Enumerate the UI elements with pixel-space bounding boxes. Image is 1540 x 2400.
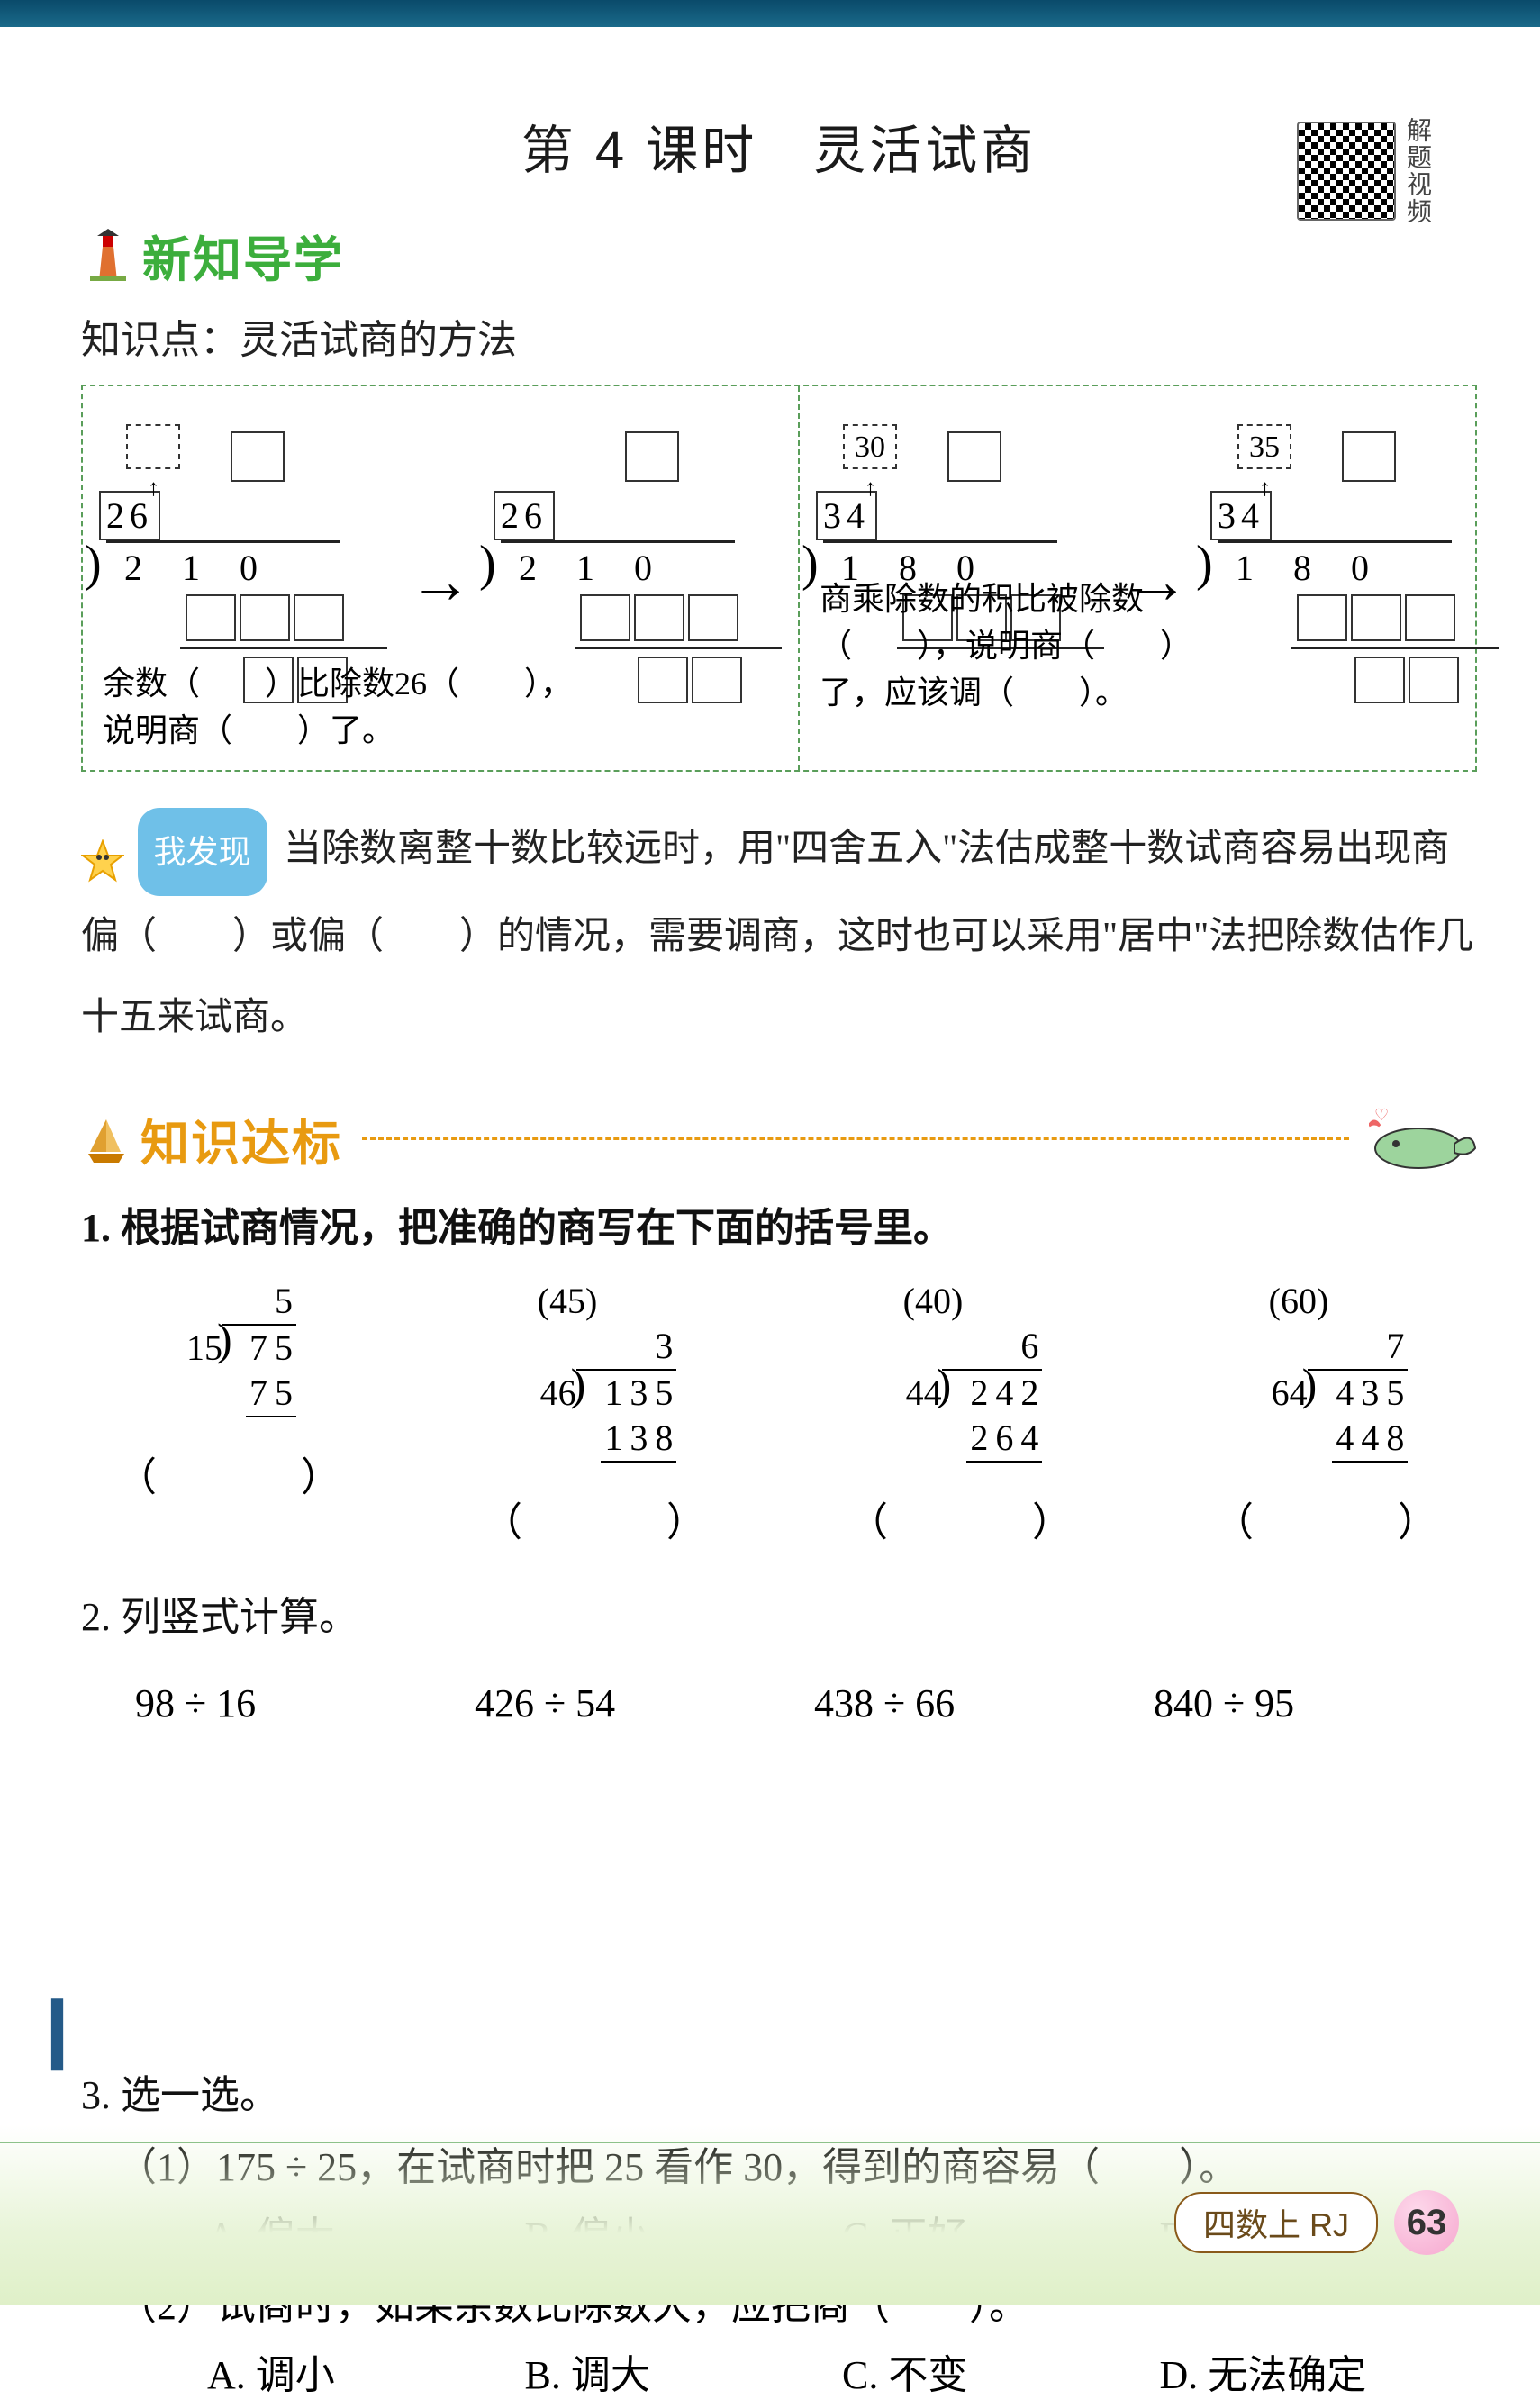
page-content: 第 4 课时 灵活试商 解题视频 新知导学 知识点：灵活试商的方法 ↑ 26 (0, 27, 1540, 2400)
question-3-stem: 3. 选一选。 (81, 2069, 1477, 2123)
arrow-right-icon: → (409, 545, 472, 617)
dividend: 210 (106, 540, 340, 589)
q3-opt: D. 无法确定 (1160, 2342, 1478, 2400)
question-1-stem: 1. 根据试商情况，把准确的商写在下面的括号里。 (81, 1201, 1477, 1255)
page-footer: 四数上 RJ 63 (1174, 2190, 1459, 2255)
example-left: ↑ 26 ) 210 → (83, 386, 798, 770)
left-margin-deco: ❙ (27, 1987, 87, 2071)
discover-badge: 我发现 (138, 808, 267, 896)
lighthouse-icon (81, 229, 135, 283)
section-1-header: 新知导学 (81, 220, 1477, 291)
section-2-title: 知识达标 (140, 1103, 342, 1174)
q3-opt: A. 调小 (207, 2342, 525, 2400)
panel-right-text: 商乘除数的积比被除数 （ ），说明商（ ） 了，应该调（ ）。 (820, 575, 1288, 716)
q3-opts2: A. 调小 B. 调大 C. 不变 D. 无法确定 (207, 2342, 1477, 2400)
svg-text:♡: ♡ (1374, 1108, 1389, 1124)
example-right: 30 ↑ 34 ) 180 → 35 (800, 386, 1515, 770)
q1-item: (60) 7 64)435 448 （ ） (1214, 1279, 1459, 1545)
star-icon (81, 830, 124, 874)
q3-opt: C. 不变 (842, 2342, 1160, 2400)
q3-opt: B. 调大 (525, 2342, 843, 2400)
panel-left-text: 余数（ ）比除数26（ ）， 说明商（ ）了。 (103, 660, 573, 754)
section-1-title: 新知导学 (142, 220, 344, 291)
question-2-stem: 2. 列竖式计算。 (81, 1590, 1477, 1644)
q2-item: 98 ÷ 16 (135, 1680, 422, 1726)
qr-label: 解题视频 (1400, 117, 1436, 225)
example-panel: ↑ 26 ) 210 → (81, 385, 1477, 772)
page-number: 63 (1394, 2190, 1459, 2255)
question-2-row: 98 ÷ 16 426 ÷ 54 438 ÷ 66 840 ÷ 95 (81, 1680, 1477, 1726)
q1-item: (40) 6 44)242 264 （ ） (848, 1279, 1093, 1545)
page-top-edge (0, 0, 1540, 27)
q2-item: 426 ÷ 54 (475, 1680, 762, 1726)
qr-code-icon (1297, 122, 1396, 221)
q2-item: 840 ÷ 95 (1154, 1680, 1441, 1726)
q1-item: (45) 3 46)135 138 （ ） (483, 1279, 728, 1545)
knowledge-point: 知识点：灵活试商的方法 (81, 307, 1477, 365)
footer-pill: 四数上 RJ (1174, 2192, 1378, 2253)
qr-region: 解题视频 (1297, 117, 1450, 225)
discover-text: 当除数离整十数比较远时，用"四舍五入"法估成整十数试商容易出现商偏（ ）或偏（ … (81, 829, 1473, 1038)
section-2-header: 知识达标 ♡ (81, 1103, 1477, 1174)
sailboat-icon (81, 1114, 131, 1164)
lesson-title: 第 4 课时 灵活试商 (81, 108, 1477, 184)
q1-item: 5 15)75 75 （ ） (117, 1279, 362, 1545)
discover-block: 我发现 当除数离整十数比较远时，用"四舍五入"法估成整十数试商容易出现商偏（ ）… (81, 808, 1477, 1058)
section-dash-line (362, 1137, 1349, 1140)
q2-item: 438 ÷ 66 (814, 1680, 1101, 1726)
question-1-row: 5 15)75 75 （ ） (45) 3 46)135 138 （ ） (40… (81, 1279, 1477, 1545)
whale-icon: ♡ (1369, 1108, 1477, 1171)
